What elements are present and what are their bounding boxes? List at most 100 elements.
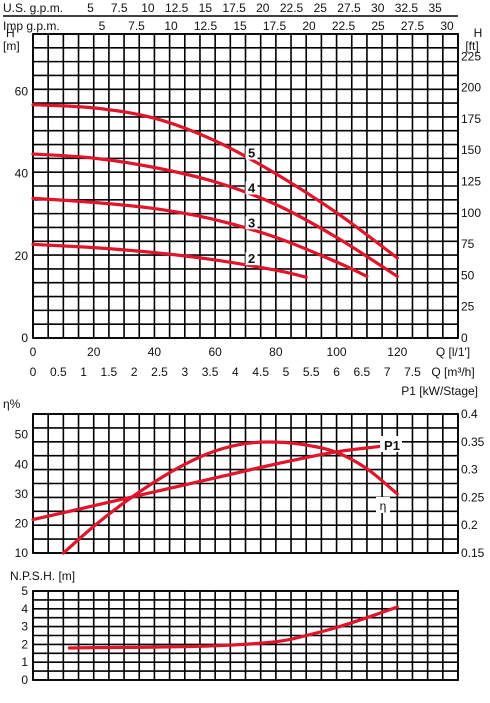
- head-xtick-m3h: 6: [333, 365, 340, 379]
- power-ytick-right: 0.4: [461, 407, 478, 421]
- head-xlabel-lpm: Q [l/1']: [436, 345, 470, 359]
- head-ytick-right: 50: [461, 268, 475, 282]
- head-xtick-m3h: 5.5: [303, 365, 320, 379]
- head-curve-3: [31, 196, 369, 278]
- head-curve-label-4: 4: [248, 180, 256, 195]
- head-xtick-m3h: 7.5: [404, 365, 421, 379]
- head-curve-label-bg: [245, 181, 258, 195]
- imp-gpm-tick: 5: [99, 19, 106, 33]
- imp-gpm-tick: 7.5: [128, 19, 145, 33]
- us-gpm-tick: 35: [428, 1, 442, 15]
- imp-gpm-tick: 15: [233, 19, 247, 33]
- head-ytick-right: 125: [461, 174, 481, 188]
- head-xtick-m3h: 1.5: [101, 365, 118, 379]
- us-gpm-tick: 17.5: [222, 1, 246, 15]
- us-gpm-tick: 32.5: [395, 1, 419, 15]
- head-curve-label-bg: [245, 216, 258, 230]
- head-xtick-m3h: 4.5: [252, 365, 269, 379]
- eff-ytick-left: 50: [15, 428, 29, 442]
- head-xtick-m3h: 2: [131, 365, 138, 379]
- head-ylabel-right-unit: [ft]: [465, 39, 478, 53]
- head-xlabel-m3h: Q [m³/h]: [431, 365, 474, 379]
- us-gpm-tick: 22.5: [280, 1, 304, 15]
- npsh-ytick: 3: [21, 620, 28, 634]
- head-ytick-left: 20: [15, 249, 29, 263]
- head-xtick-lpm: 20: [87, 345, 101, 359]
- us-gpm-tick: 27.5: [337, 1, 361, 15]
- head-curve-label-bg: [245, 146, 258, 160]
- power-ylabel-right: P1 [kW/Stage]: [401, 384, 478, 398]
- head-ylabel-left-unit: [m]: [3, 39, 20, 53]
- head-xtick-lpm: 40: [148, 345, 162, 359]
- head-xtick-m3h: 2.5: [151, 365, 168, 379]
- eff-ytick-left: 30: [15, 487, 29, 501]
- head-xtick-lpm: 100: [327, 345, 347, 359]
- head-ylabel-right: H: [474, 26, 483, 40]
- head-curve-label-bg: [245, 252, 258, 266]
- head-curve-label-5: 5: [248, 146, 255, 161]
- imp-gpm-tick: 12.5: [194, 19, 218, 33]
- eff-ytick-left: 10: [15, 546, 29, 560]
- head-xtick-m3h: 5: [283, 365, 290, 379]
- head-ytick-left: 0: [21, 331, 28, 345]
- head-xtick-m3h: 3: [181, 365, 188, 379]
- imp-gpm-tick: 22.5: [332, 19, 356, 33]
- imp-gpm-tick: 10: [164, 19, 178, 33]
- head-curve-5: [31, 103, 399, 260]
- eff-curve-P1: [31, 443, 399, 522]
- imp-gpm-tick: 20: [302, 19, 316, 33]
- head-xtick-m3h: 4: [232, 365, 239, 379]
- npsh-curve: [67, 605, 399, 650]
- head-xtick-m3h: 3.5: [202, 365, 219, 379]
- us-gpm-tick: 7.5: [111, 1, 128, 15]
- eff-ytick-left: 40: [15, 457, 29, 471]
- head-xtick-m3h: 1: [80, 365, 87, 379]
- head-ytick-right: 75: [461, 237, 475, 251]
- power-ytick-right: 0.25: [461, 490, 485, 504]
- us-gpm-tick: 20: [256, 1, 270, 15]
- head-xtick-lpm: 60: [208, 345, 222, 359]
- head-ytick-right: 150: [461, 143, 481, 157]
- head-ytick-right: 25: [461, 300, 475, 314]
- eff-frame: [32, 413, 459, 554]
- power-ytick-right: 0.2: [461, 518, 478, 532]
- us-gpm-tick: 5: [87, 1, 94, 15]
- head-ylabel-left: H: [6, 26, 15, 40]
- npsh-ytick: 5: [21, 584, 28, 598]
- imp-gpm-tick: 30: [440, 19, 454, 33]
- npsh-ytick: 1: [21, 655, 28, 669]
- head-ytick-right: 0: [461, 331, 468, 345]
- imp-gpm-tick: 17.5: [263, 19, 287, 33]
- head-ytick-right: 175: [461, 112, 481, 126]
- power-ytick-right: 0.3: [461, 463, 478, 477]
- head-frame: [32, 33, 459, 339]
- eff-ytick-left: 20: [15, 516, 29, 530]
- head-xtick-lpm: 0: [30, 345, 37, 359]
- head-curve-2: [31, 242, 308, 279]
- head-ytick-right: 200: [461, 81, 481, 95]
- head-curve-4: [31, 152, 399, 278]
- head-xtick-lpm: 120: [387, 345, 407, 359]
- imp-gpm-tick: 25: [371, 19, 385, 33]
- head-xtick-m3h: 0.5: [50, 365, 67, 379]
- head-ytick-left: 40: [15, 167, 29, 181]
- head-xtick-m3h: 6.5: [354, 365, 371, 379]
- us-gpm-tick: 10: [141, 1, 155, 15]
- power-ytick-right: 0.15: [461, 546, 485, 560]
- npsh-ytick: 4: [21, 602, 28, 616]
- p1-label-bg: [380, 436, 402, 452]
- head-xtick-m3h: 0: [30, 365, 37, 379]
- eta-label-bg: [376, 497, 390, 513]
- npsh-ylabel: N.P.S.H. [m]: [10, 569, 75, 583]
- head-curve-label-3: 3: [248, 215, 255, 230]
- power-ytick-right: 0.35: [461, 435, 485, 449]
- imp-gpm-tick: 27.5: [401, 19, 425, 33]
- imp-gpm-label: Imp g.p.m.: [3, 19, 60, 33]
- eff-ylabel-left: η%: [3, 397, 21, 411]
- eff-curve-η: [61, 440, 399, 555]
- us-gpm-label: U.S. g.p.m.: [3, 1, 63, 15]
- us-gpm-tick: 12.5: [165, 1, 189, 15]
- eff-curve-label: η: [380, 499, 387, 513]
